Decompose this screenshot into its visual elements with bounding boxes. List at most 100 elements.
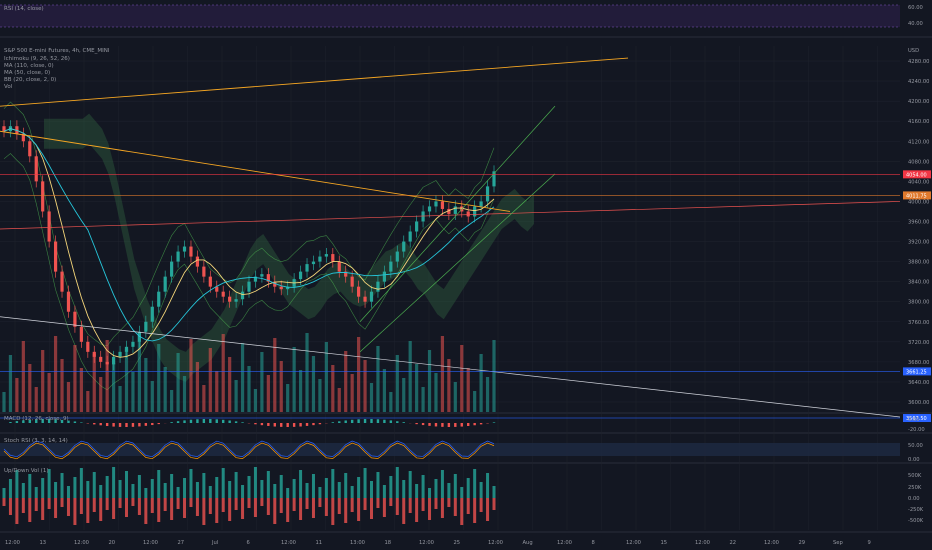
candle	[415, 221, 419, 232]
volume-bar	[440, 336, 445, 412]
updown-bar-up	[60, 473, 64, 498]
updown-bar-down	[157, 498, 161, 522]
date-tick: Jul	[211, 540, 218, 546]
trend-line-white	[0, 316, 901, 418]
candle	[298, 271, 303, 280]
updown-bar-down	[47, 498, 51, 509]
updown-bar-down	[60, 498, 64, 507]
date-tick: 20	[109, 540, 116, 546]
date-tick: 9	[868, 540, 871, 546]
candle	[53, 241, 58, 272]
updown-bar-up	[318, 487, 322, 498]
updown-bar-down	[79, 498, 83, 514]
macd-bar	[105, 423, 109, 427]
updown-bar-down	[215, 498, 219, 523]
stoch-k	[3, 440, 495, 458]
updown-bar-up	[434, 479, 438, 498]
candle	[408, 231, 412, 242]
date-tick: Sep	[833, 540, 843, 546]
candle	[479, 201, 483, 207]
macd-bar	[318, 423, 322, 425]
bb-upper	[3, 101, 495, 347]
macd-bar	[202, 419, 206, 423]
updown-bar-up	[492, 486, 496, 498]
macd-bar	[176, 421, 180, 423]
candle	[247, 281, 251, 292]
ichimoku-cloud	[44, 113, 534, 382]
candle	[176, 251, 180, 262]
candle	[318, 256, 322, 262]
volume-bar	[479, 354, 483, 412]
updown-bar-down	[318, 498, 322, 507]
updown-bar-up	[21, 483, 25, 498]
updown-bar-down	[305, 498, 309, 509]
candle	[305, 264, 309, 272]
price-tick: 4120.00	[908, 139, 929, 145]
candle	[41, 181, 45, 212]
macd-bar	[28, 419, 31, 423]
macd-bar	[350, 419, 354, 423]
updown-label: Up/Down Vol (1)	[4, 468, 48, 474]
updown-bar-down	[73, 498, 77, 525]
volume-bar	[253, 389, 258, 412]
candle	[240, 291, 245, 300]
macd-bar	[338, 421, 341, 423]
updown-bar-up	[125, 471, 128, 498]
updown-bar-down	[228, 498, 232, 521]
date-tick: 12:00	[74, 540, 89, 546]
price-tag	[903, 367, 931, 376]
candle	[137, 331, 141, 342]
updown-bar-up	[331, 469, 335, 498]
macd-bar	[9, 422, 12, 423]
volume-bar	[485, 377, 490, 412]
updown-bar-down	[28, 498, 32, 522]
updown-bar-up	[2, 488, 6, 498]
updown-bar-up	[15, 470, 19, 498]
updown-bar-up	[208, 486, 212, 498]
volume-bar	[118, 386, 122, 412]
macd-bar	[280, 423, 283, 427]
volume-bar	[311, 356, 316, 412]
updown-bar-down	[492, 498, 496, 510]
updown-bar-down	[408, 498, 412, 513]
date-tick: 12:00	[143, 540, 158, 546]
price-tag-label: 3567.50	[906, 416, 927, 422]
updown-bar-down	[337, 498, 341, 514]
updown-bar-up	[486, 473, 490, 498]
price-tick: 4200.00	[908, 99, 929, 105]
updown-bar-down	[273, 498, 277, 524]
volume-bar	[60, 359, 64, 412]
indicator-label: BB (20, close, 2, 0)	[4, 77, 56, 83]
volume-bar	[331, 365, 335, 412]
date-tick: 18	[385, 540, 392, 546]
candle	[131, 341, 135, 347]
candle	[118, 351, 122, 357]
macd-bar	[267, 423, 270, 426]
candle	[434, 201, 438, 207]
volume-bar	[240, 343, 245, 412]
volume-bar	[163, 367, 167, 412]
volume-bar	[208, 348, 212, 412]
updown-bar-down	[395, 498, 399, 515]
bb-lower	[3, 153, 495, 391]
updown-bar-up	[112, 467, 116, 498]
macd-bar	[376, 419, 380, 423]
updown-bar-up	[466, 478, 470, 498]
macd-bar	[299, 423, 302, 427]
updown-bar-down	[176, 498, 180, 509]
volume-bar	[337, 388, 341, 412]
macd-bar	[344, 420, 347, 423]
updown-bar-up	[86, 481, 90, 498]
updown-bar-up	[79, 468, 83, 498]
updown-bar-up	[350, 486, 354, 498]
updown-bar-down	[125, 498, 128, 517]
updown-bar-down	[241, 498, 245, 519]
channel-line	[359, 105, 556, 322]
price-tick: 3720.00	[908, 340, 929, 346]
indicator-label: MA (110, close, 0)	[4, 63, 54, 69]
volume-bar	[363, 360, 367, 412]
macd-bar	[54, 419, 57, 423]
date-tick: 12:00	[419, 540, 434, 546]
updown-bar-down	[170, 498, 174, 520]
